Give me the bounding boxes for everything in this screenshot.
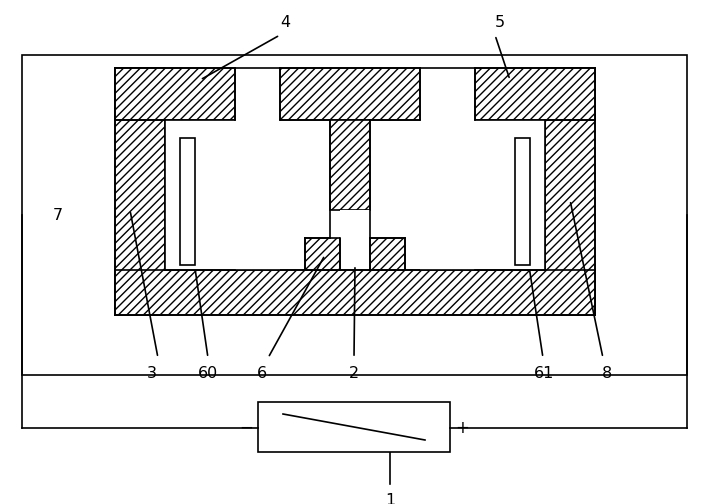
Bar bbox=[180, 138, 195, 265]
Bar bbox=[420, 120, 545, 270]
Text: 5: 5 bbox=[495, 15, 505, 30]
Bar bbox=[258, 402, 450, 452]
Text: −: − bbox=[239, 419, 253, 437]
Text: +: + bbox=[455, 419, 469, 437]
Text: 3: 3 bbox=[147, 366, 157, 381]
Text: 60: 60 bbox=[198, 366, 218, 381]
Text: 7: 7 bbox=[53, 208, 63, 222]
Bar bbox=[115, 68, 165, 315]
Bar bbox=[475, 68, 595, 120]
Bar bbox=[340, 210, 370, 238]
Text: 1: 1 bbox=[385, 493, 395, 504]
Bar bbox=[545, 68, 595, 315]
Text: 6: 6 bbox=[257, 366, 267, 381]
Text: 8: 8 bbox=[602, 366, 612, 381]
Bar bbox=[115, 270, 595, 315]
Bar bbox=[115, 68, 235, 120]
Text: 4: 4 bbox=[280, 15, 290, 30]
Text: 61: 61 bbox=[534, 366, 554, 381]
Bar bbox=[330, 120, 370, 210]
Bar bbox=[165, 120, 280, 270]
Bar bbox=[515, 138, 530, 265]
Bar bbox=[22, 55, 687, 375]
Bar bbox=[280, 68, 420, 120]
Bar bbox=[305, 238, 340, 270]
Text: 2: 2 bbox=[349, 366, 359, 381]
Bar bbox=[370, 238, 405, 270]
